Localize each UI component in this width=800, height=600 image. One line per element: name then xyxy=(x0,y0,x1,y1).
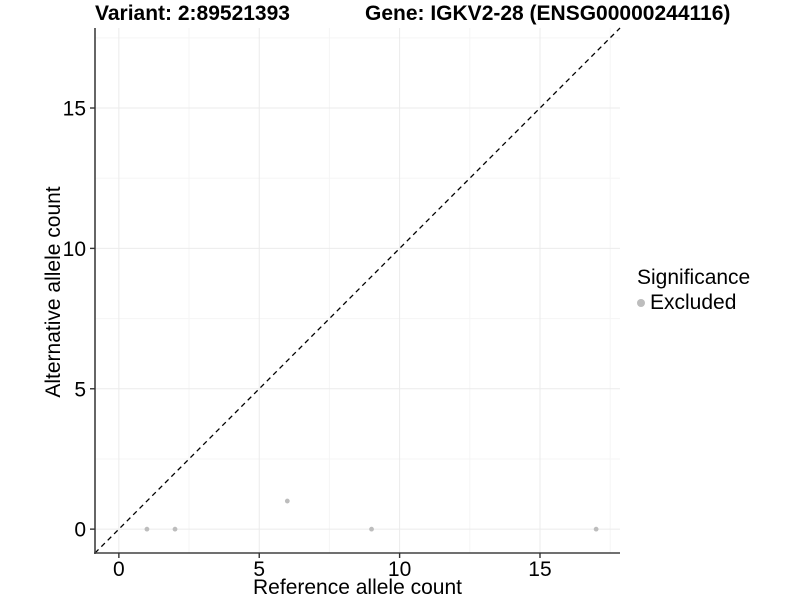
y-tick-label: 15 xyxy=(63,98,86,121)
identity-dashed-line xyxy=(94,27,621,554)
y-tick-label: 5 xyxy=(74,378,86,401)
x-tick-label: 5 xyxy=(253,558,265,581)
data-point xyxy=(369,526,374,532)
y-tick-label: 10 xyxy=(63,238,86,261)
x-axis-title: Reference allele count xyxy=(253,576,462,599)
x-tick-label: 15 xyxy=(528,558,551,581)
legend-item-excluded: Excluded xyxy=(637,291,750,315)
x-tick-label: 10 xyxy=(388,558,411,581)
data-point xyxy=(593,526,599,532)
plot-title-gene: Gene: IGKV2-28 (ENSG00000244116) xyxy=(365,2,731,25)
data-point xyxy=(172,526,178,532)
legend-title: Significance xyxy=(637,266,751,289)
data-point xyxy=(284,498,290,504)
legend-point-icon xyxy=(637,299,645,308)
y-axis-title: Alternative allele count xyxy=(42,186,65,398)
x-tick-label: 0 xyxy=(113,558,125,581)
y-tick-label: 0 xyxy=(74,519,86,542)
data-point xyxy=(144,526,150,532)
legend-item-label: Excluded xyxy=(650,291,737,315)
plot-title-variant: Variant: 2:89521393 xyxy=(95,2,290,25)
legend: Significance Excluded xyxy=(637,266,750,315)
